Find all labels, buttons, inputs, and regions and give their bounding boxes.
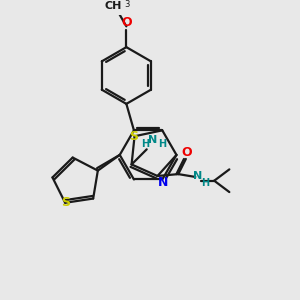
Text: S: S [61, 196, 70, 209]
Text: N: N [158, 176, 168, 189]
Text: H: H [141, 139, 149, 149]
Text: N: N [193, 171, 202, 181]
Text: H: H [201, 178, 209, 188]
Text: N: N [148, 135, 157, 145]
Text: H: H [158, 139, 166, 149]
Text: CH: CH [104, 1, 122, 10]
Text: S: S [129, 130, 138, 143]
Text: O: O [121, 16, 132, 29]
Text: 3: 3 [124, 0, 130, 9]
Text: O: O [182, 146, 192, 159]
